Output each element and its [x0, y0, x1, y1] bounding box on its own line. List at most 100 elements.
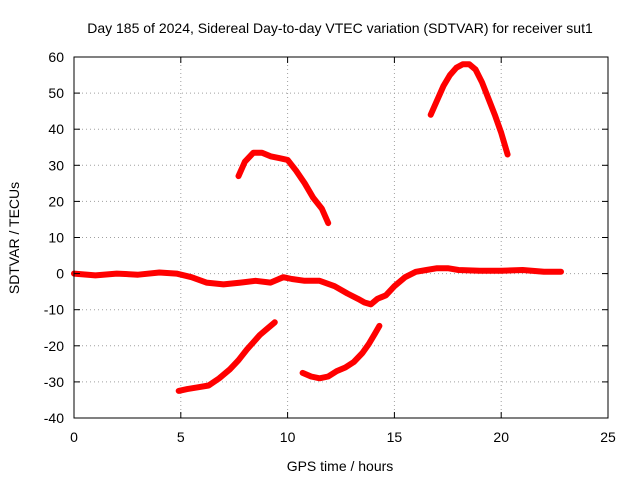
y-tick-label-4: 0	[56, 266, 64, 282]
data-point-s4-3	[326, 374, 331, 379]
y-axis-label: SDTVAR / TECUs	[6, 182, 22, 294]
data-point-s3-2	[195, 385, 201, 390]
data-point-s2-9	[486, 96, 491, 101]
data-point-s3-4	[217, 376, 222, 381]
y-tick-label-10: 60	[48, 49, 64, 65]
data-point-s1-0	[236, 173, 241, 179]
data-point-s4-10	[377, 323, 382, 329]
data-point-s3-8	[251, 340, 256, 345]
data-point-s0-28	[445, 266, 450, 271]
series-line-3	[175, 319, 278, 394]
data-point-s1-2	[251, 150, 256, 155]
tick-layer: 0 5 10 15 20 25 -40 -30 -20 -10 0 10 20 30 40 50 60	[44, 49, 616, 445]
x-axis-label: GPS time / hours	[287, 458, 394, 474]
data-point-s2-1	[434, 98, 440, 103]
series-line-2	[427, 61, 511, 158]
y-tick-label-8: 40	[48, 121, 64, 137]
x-tick-label-2: 10	[280, 429, 296, 445]
data-point-s3-0	[176, 388, 181, 394]
data-point-s0-21	[375, 296, 380, 302]
data-point-s0-23	[392, 284, 397, 289]
x-tick-label-3: 15	[387, 429, 403, 445]
data-point-s0-33	[541, 269, 547, 274]
data-point-s0-22	[383, 293, 389, 298]
data-point-s1-5	[276, 155, 282, 161]
data-point-s1-10	[319, 206, 324, 211]
x-tick-label-1: 5	[177, 429, 185, 445]
data-point-s1-1	[242, 159, 248, 164]
data-point-s0-5	[174, 271, 179, 276]
data-point-s3-5	[227, 367, 233, 372]
data-point-s0-11	[268, 280, 273, 285]
data-point-s3-11	[272, 320, 277, 325]
data-point-s1-8	[302, 181, 307, 186]
data-point-s4-1	[308, 374, 314, 379]
data-point-s0-4	[157, 270, 162, 275]
data-point-s0-29	[456, 267, 461, 273]
grid-layer	[74, 57, 608, 418]
data-point-s0-27	[434, 266, 440, 271]
data-point-s0-2	[114, 271, 119, 276]
data-point-s0-1	[93, 273, 98, 278]
data-point-s4-9	[373, 331, 378, 336]
data-point-s0-10	[253, 278, 258, 283]
series-line-4	[299, 322, 383, 382]
data-point-s1-11	[326, 220, 331, 226]
data-point-s0-24	[402, 275, 408, 280]
data-point-s0-32	[520, 267, 525, 273]
x-tick-label-0: 0	[70, 429, 78, 445]
data-point-s4-5	[343, 365, 348, 370]
data-point-s0-13	[289, 276, 295, 282]
data-point-s2-3	[447, 72, 453, 78]
data-point-s0-12	[281, 275, 286, 280]
data-point-s0-16	[332, 284, 337, 289]
data-point-s2-2	[441, 83, 446, 89]
data-point-s3-7	[244, 347, 250, 352]
data-point-s0-3	[135, 272, 141, 277]
data-point-s2-8	[479, 80, 485, 85]
data-point-s0-25	[413, 269, 418, 274]
data-point-s0-18	[355, 296, 361, 302]
data-point-s1-7	[293, 168, 299, 173]
data-point-s4-0	[300, 370, 305, 376]
data-point-s0-14	[302, 278, 307, 283]
y-tick-label-3: -10	[44, 302, 64, 318]
data-point-s3-6	[236, 358, 241, 363]
data-point-s1-9	[311, 195, 316, 200]
data-point-s0-26	[424, 267, 429, 273]
y-tick-label-9: 50	[48, 85, 64, 101]
series-line-1	[235, 149, 332, 227]
y-tick-label-1: -30	[44, 374, 64, 390]
y-tick-label-6: 20	[48, 193, 64, 209]
data-point-s3-9	[257, 332, 262, 338]
data-point-s3-1	[185, 386, 190, 392]
data-point-s2-5	[460, 61, 465, 67]
y-tick-label-0: -40	[44, 410, 64, 426]
chart-title: Day 185 of 2024, Sidereal Day-to-day VTE…	[87, 20, 593, 36]
data-point-s0-30	[477, 268, 482, 273]
data-point-s0-31	[499, 268, 504, 273]
data-point-s0-34	[558, 269, 564, 274]
data-point-s4-7	[360, 350, 365, 356]
data-point-s0-15	[317, 278, 322, 283]
x-tick-label-5: 25	[600, 429, 616, 445]
data-point-s1-6	[285, 157, 290, 163]
series-line-0	[71, 265, 564, 308]
data-point-s2-11	[499, 130, 504, 135]
data-point-s2-6	[467, 61, 472, 67]
data-point-s2-10	[492, 112, 497, 118]
data-point-s0-20	[368, 302, 374, 307]
y-tick-label-7: 30	[48, 157, 64, 173]
x-tick-label-4: 20	[493, 429, 509, 445]
y-tick-label-2: -20	[44, 338, 64, 354]
data-point-s4-4	[334, 368, 339, 374]
data-point-s2-0	[428, 112, 433, 118]
data-point-s4-2	[317, 376, 322, 381]
data-point-s0-17	[345, 291, 350, 296]
data-point-s0-7	[204, 280, 209, 285]
data-point-s0-19	[362, 300, 367, 305]
y-tick-label-5: 10	[48, 230, 64, 246]
data-point-s4-8	[366, 341, 371, 347]
